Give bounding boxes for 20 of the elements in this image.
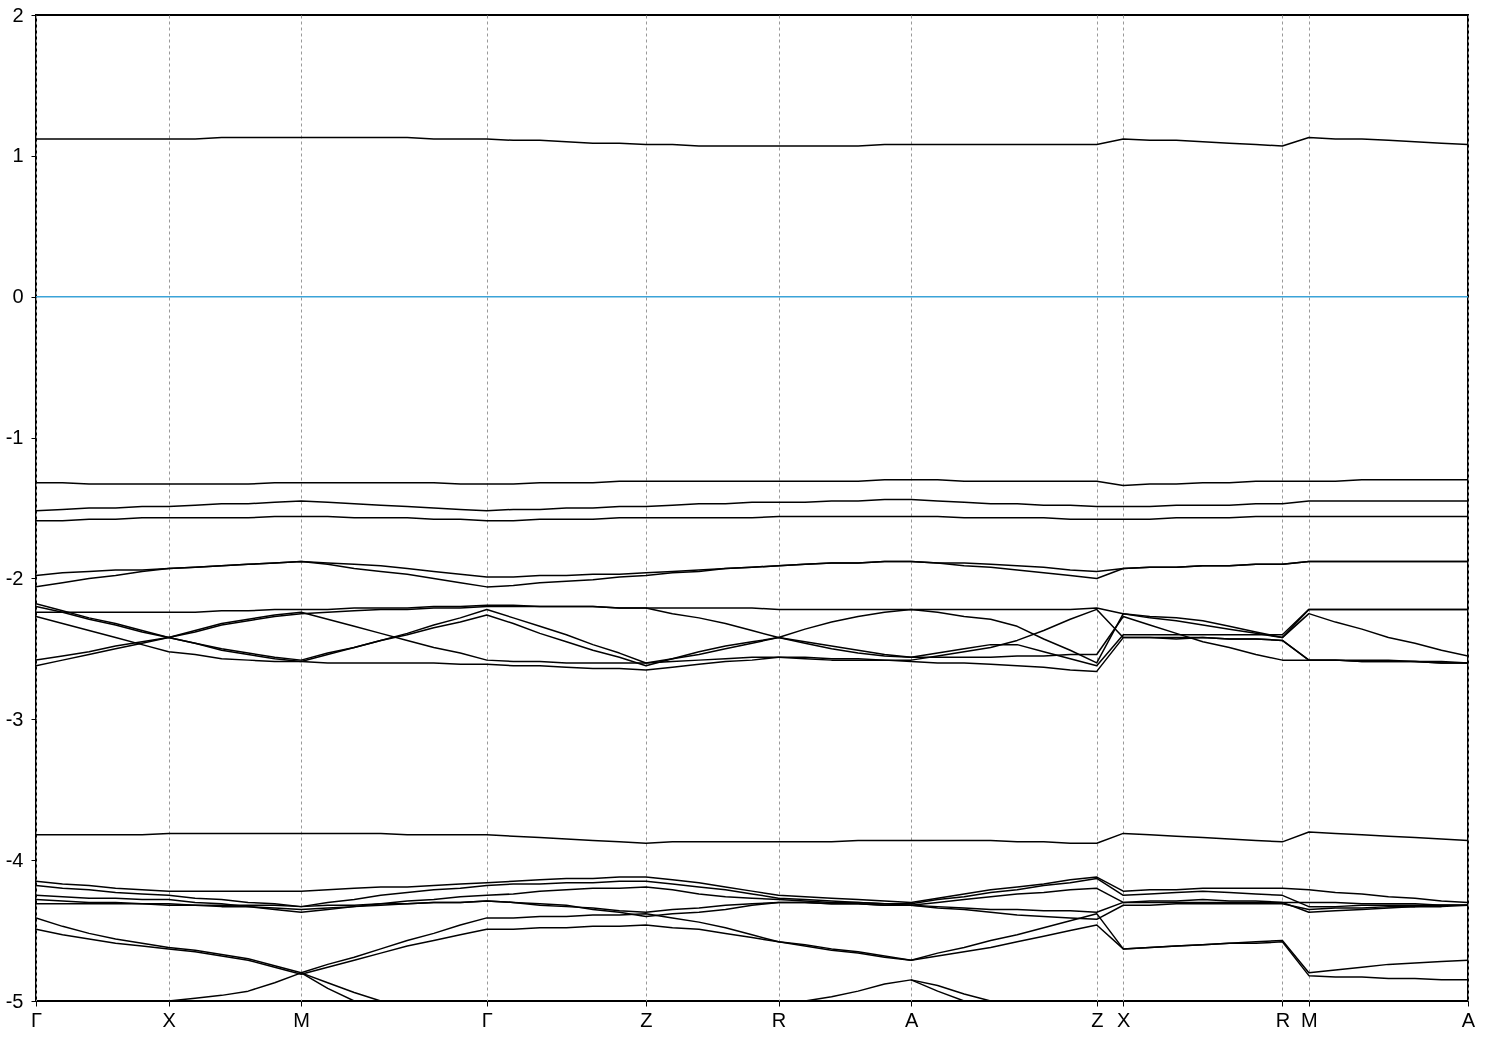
y-tick-label: 0 [12,285,24,308]
x-tick-label: X [162,1008,176,1031]
y-tick-label: -1 [5,426,24,449]
y-tick-label: 2 [12,3,24,26]
x-tick-label: Γ [30,1008,43,1031]
y-tick-label: -3 [5,707,24,730]
x-tick-label: R [1275,1008,1291,1031]
y-tick-label: -4 [5,848,24,871]
x-tick-label: A [1461,1008,1476,1031]
x-tick-label: X [1117,1008,1131,1031]
x-tick-label: Z [1091,1008,1104,1031]
x-tick-label: R [771,1008,787,1031]
y-tick-label: 1 [12,144,24,167]
y-tick-label: -5 [5,989,24,1012]
x-tick-label: A [904,1008,919,1031]
y-tick-label: -2 [5,566,24,589]
x-tick-label: M [1301,1008,1318,1031]
x-tick-label: M [293,1008,311,1031]
x-tick-label: Z [640,1008,653,1031]
x-tick-label: Γ [481,1008,493,1031]
